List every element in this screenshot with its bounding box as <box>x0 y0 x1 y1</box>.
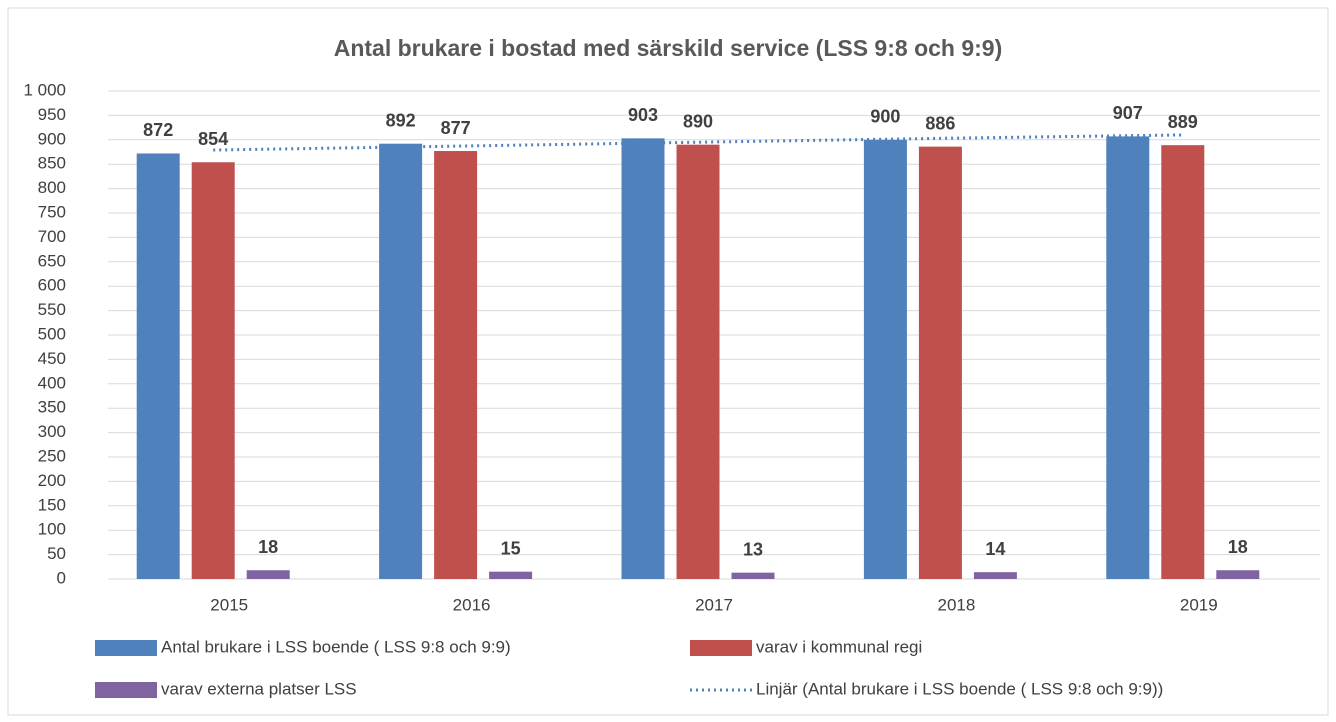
bar <box>676 144 720 579</box>
y-tick-label: 1 000 <box>23 80 66 99</box>
y-tick-label: 750 <box>38 202 66 221</box>
y-tick-label: 500 <box>38 324 66 343</box>
data-label: 907 <box>1113 103 1143 123</box>
bar <box>1161 145 1205 579</box>
y-tick-label: 150 <box>38 495 66 514</box>
data-label: 854 <box>198 129 228 149</box>
y-tick-label: 200 <box>38 471 66 490</box>
legend-label: Antal brukare i LSS boende ( LSS 9:8 och… <box>161 637 511 656</box>
y-tick-label: 950 <box>38 105 66 124</box>
legend-swatch <box>690 640 752 656</box>
x-tick-label: 2017 <box>695 595 733 614</box>
data-label: 903 <box>628 105 658 125</box>
y-tick-label: 100 <box>38 520 66 539</box>
bar <box>731 572 775 579</box>
data-label: 877 <box>441 118 471 138</box>
bar <box>863 139 907 580</box>
y-tick-label: 350 <box>38 398 66 417</box>
y-tick-label: 800 <box>38 178 66 197</box>
y-tick-label: 450 <box>38 349 66 368</box>
legend-swatch <box>95 682 157 698</box>
data-label: 872 <box>143 120 173 140</box>
data-label: 890 <box>683 111 713 131</box>
x-tick-label: 2018 <box>937 595 975 614</box>
y-tick-label: 50 <box>47 544 66 563</box>
bar <box>136 153 180 580</box>
data-label: 892 <box>386 110 416 130</box>
data-label: 889 <box>1168 112 1198 132</box>
y-tick-label: 300 <box>38 422 66 441</box>
bar <box>379 143 423 580</box>
bar <box>621 138 665 579</box>
y-tick-label: 600 <box>38 276 66 295</box>
bar <box>1216 570 1260 579</box>
y-tick-label: 650 <box>38 251 66 270</box>
legend-label: Linjär (Antal brukare i LSS boende ( LSS… <box>756 679 1163 698</box>
y-tick-label: 250 <box>38 446 66 465</box>
bar <box>434 151 478 580</box>
bar <box>1106 136 1150 579</box>
bar <box>918 146 962 579</box>
data-label: 18 <box>1228 537 1248 557</box>
chart-title: Antal brukare i bostad med särskild serv… <box>334 35 1003 61</box>
y-tick-label: 400 <box>38 373 66 392</box>
bar <box>973 572 1017 579</box>
data-label: 15 <box>501 538 521 558</box>
data-label: 13 <box>743 539 763 559</box>
data-label: 886 <box>925 113 955 133</box>
bar <box>191 162 235 580</box>
bar <box>246 570 290 579</box>
y-tick-label: 0 <box>57 568 66 587</box>
x-tick-label: 2019 <box>1180 595 1218 614</box>
data-label: 900 <box>870 107 900 127</box>
legend-label: varav externa platser LSS <box>161 679 357 698</box>
y-tick-label: 550 <box>38 300 66 319</box>
data-label: 18 <box>258 537 278 557</box>
data-label: 14 <box>985 539 1005 559</box>
bar <box>489 571 533 579</box>
y-tick-label: 850 <box>38 154 66 173</box>
x-tick-label: 2016 <box>453 595 491 614</box>
y-tick-label: 700 <box>38 227 66 246</box>
legend-swatch <box>95 640 157 656</box>
x-tick-label: 2015 <box>210 595 248 614</box>
y-tick-label: 900 <box>38 129 66 148</box>
legend-label: varav i kommunal regi <box>756 637 922 656</box>
